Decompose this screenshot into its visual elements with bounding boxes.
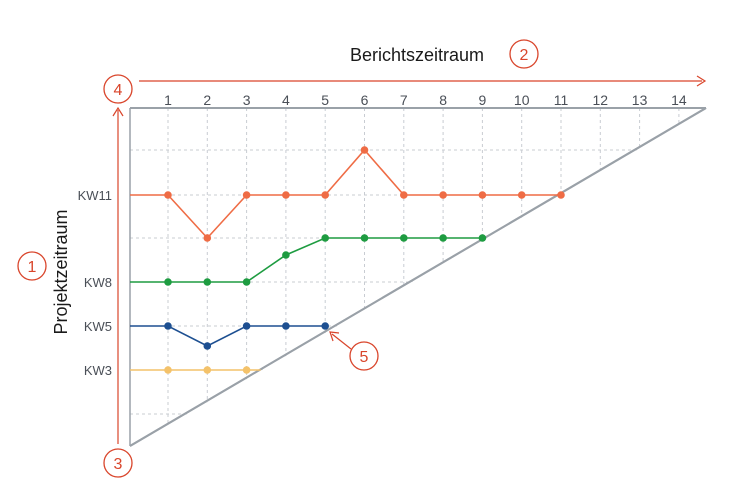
marker-1-label: 1 (28, 259, 37, 276)
data-point (478, 234, 487, 242)
marker-2: 2 (509, 39, 539, 69)
series-line (130, 237, 483, 283)
data-point (517, 191, 526, 199)
x-tick-label: 12 (593, 92, 609, 108)
y-tick-label: KW11 (78, 188, 112, 203)
x-tick-label: 1 (164, 92, 172, 108)
data-point (360, 234, 369, 242)
marker-4-label: 4 (114, 82, 123, 99)
marker-3: 3 (103, 448, 133, 478)
data-point (203, 278, 212, 286)
data-point (321, 234, 330, 242)
data-point (164, 366, 172, 374)
x-tick-label: 2 (203, 92, 211, 108)
data-point (439, 191, 447, 199)
marker-3-label: 3 (114, 456, 123, 473)
data-point (478, 191, 487, 199)
data-point (360, 146, 369, 154)
data-point (242, 191, 251, 199)
data-point (242, 278, 251, 286)
y-tick-label: KW8 (84, 275, 112, 290)
x-tick-label: 3 (243, 92, 251, 108)
data-point (321, 191, 330, 199)
marker-5-pointer (331, 333, 352, 350)
marker-1: 1 (17, 251, 47, 281)
y-tick-label: KW5 (84, 319, 112, 334)
x-tick-label: 7 (400, 92, 408, 108)
data-point (282, 191, 290, 199)
series-line (130, 325, 326, 347)
data-point (242, 322, 251, 330)
data-point (282, 251, 290, 259)
x-tick-label: 9 (479, 92, 487, 108)
y-tick-labels: KW11 KW8 KW5 KW3 (78, 188, 112, 378)
data-point (203, 366, 212, 374)
marker-2-label: 2 (520, 47, 529, 64)
diagonal-mask (131, 109, 740, 500)
data-point (203, 342, 212, 350)
x-tick-labels: 1 2 3 4 5 6 7 8 9 10 11 12 13 14 (164, 92, 687, 108)
series-group (130, 146, 565, 374)
data-point (400, 234, 408, 242)
data-point (164, 278, 172, 286)
x-tick-label: 4 (282, 92, 290, 108)
data-point (203, 234, 212, 242)
arrow-up-icon (112, 106, 124, 117)
series-line (130, 148, 561, 240)
y-axis-title: Projektzeitraum (51, 209, 71, 334)
marker-5-label: 5 (360, 349, 369, 366)
x-tick-label: 10 (514, 92, 530, 108)
x-tick-label: 11 (554, 92, 569, 108)
marker-4: 4 (103, 74, 133, 104)
data-point (321, 322, 330, 330)
x-tick-label: 14 (671, 92, 687, 108)
y-tick-label: KW3 (84, 363, 112, 378)
data-point (557, 191, 565, 199)
x-tick-label: 6 (361, 92, 369, 108)
data-point (242, 366, 251, 374)
x-tick-label: 5 (321, 92, 329, 108)
data-point (164, 322, 172, 330)
x-tick-label: 13 (632, 92, 648, 108)
data-point (400, 191, 408, 199)
x-tick-label: 8 (439, 92, 447, 108)
marker-5: 5 (329, 331, 379, 371)
data-point (282, 322, 290, 330)
diagonal-line-overlay (129, 107, 707, 447)
pointer-arrow-icon (329, 331, 340, 342)
x-axis-title: Berichtszeitraum (350, 45, 484, 65)
data-point (439, 234, 447, 242)
data-point (164, 191, 172, 199)
arrow-right-icon (696, 75, 707, 87)
